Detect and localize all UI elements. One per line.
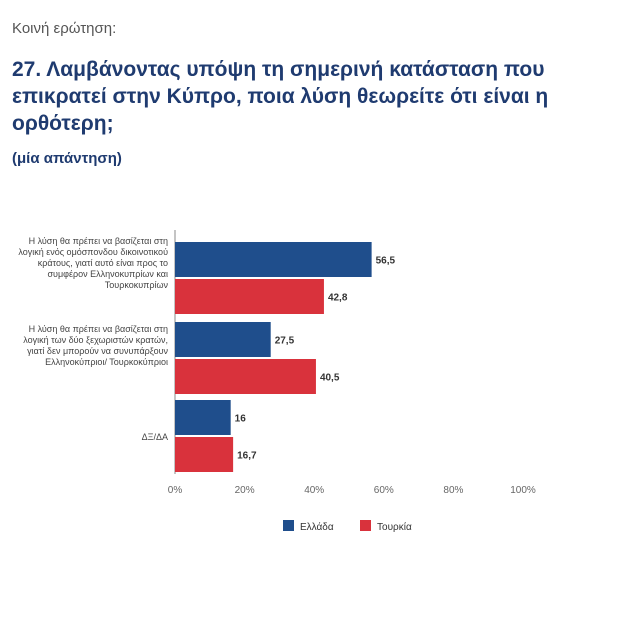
kicker: Κοινή ερώτηση: (12, 20, 117, 37)
data-label: 16,7 (237, 451, 257, 462)
question-title: 27. Λαμβάνοντας υπόψη τη σημερινή κατάστ… (12, 58, 549, 135)
x-tick-label: 60% (374, 485, 394, 496)
data-label: 56,5 (376, 256, 396, 267)
bar-turkey (175, 359, 316, 394)
legend-swatch (360, 520, 371, 531)
x-tick-label: 40% (304, 485, 324, 496)
bar-turkey (175, 279, 324, 314)
category-label-dk-na: ΔΞ/ΔΑ (141, 432, 168, 442)
category-label-federation: Η λύση θα πρέπει να βασίζεται στη λογική… (18, 236, 168, 290)
chart-legend: Ελλάδα Τουρκία (283, 520, 412, 533)
x-tick-label: 20% (235, 485, 255, 496)
bar-greece (175, 400, 231, 435)
data-label: 16 (235, 414, 247, 425)
data-label: 40,5 (320, 373, 340, 384)
answer-note: (μία απάντηση) (12, 150, 122, 167)
category-label-two-states: Η λύση θα πρέπει να βασίζεται στη λογική… (23, 324, 168, 367)
data-label: 42,8 (328, 293, 348, 304)
legend-label: Τουρκία (377, 521, 412, 533)
x-tick-label: 100% (510, 485, 536, 496)
bar-greece (175, 242, 372, 277)
bar-turkey (175, 437, 234, 472)
legend-label: Ελλάδα (300, 521, 334, 533)
data-label: 27,5 (275, 336, 295, 347)
bar-greece (175, 322, 271, 357)
x-tick-label: 80% (443, 485, 463, 496)
x-tick-label: 0% (168, 485, 183, 496)
chart-bars: 56,5 42,8 27,5 40,5 16 16,7 (175, 242, 396, 472)
legend-swatch (283, 520, 294, 531)
